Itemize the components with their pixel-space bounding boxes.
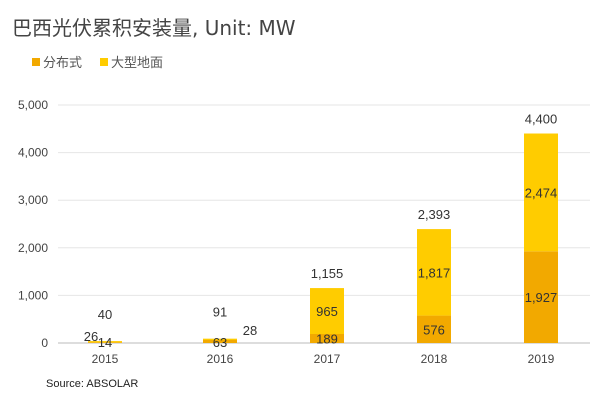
bar-distributed	[88, 342, 122, 343]
legend-label: 大型地面	[111, 56, 164, 71]
data-label: 26	[84, 329, 98, 344]
data-label: 2,474	[525, 185, 558, 200]
chart-title: 巴西光伏累积安装量, Unit: MW	[12, 16, 296, 40]
legend-item-distributed: 分布式	[32, 52, 82, 71]
data-label: 14	[98, 335, 112, 350]
x-tick-label: 2016	[207, 352, 234, 366]
total-label: 4,400	[525, 112, 558, 127]
legend: 分布式 大型地面	[32, 52, 163, 71]
data-label: 1,817	[418, 265, 451, 280]
x-tick-label: 2018	[421, 352, 448, 366]
y-tick-label: 0	[41, 336, 48, 350]
bar-utility	[310, 288, 344, 335]
bar-distributed	[310, 334, 344, 343]
y-tick-label: 4,000	[18, 146, 48, 160]
bar-distributed	[524, 251, 558, 343]
bar-utility	[203, 338, 237, 341]
total-label: 40	[98, 307, 112, 322]
y-tick-label: 3,000	[18, 193, 48, 207]
legend-label: 分布式	[43, 56, 83, 71]
y-tick-label: 2,000	[18, 241, 48, 255]
total-label: 91	[213, 305, 227, 320]
data-label: 965	[316, 304, 338, 319]
data-label: 1,927	[525, 290, 558, 305]
source-note: Source: ABSOLAR	[46, 378, 139, 390]
legend-item-utility: 大型地面	[100, 52, 163, 71]
data-label: 63	[213, 335, 227, 350]
legend-swatch	[32, 57, 40, 66]
data-label: 189	[316, 332, 338, 347]
bar-distributed	[203, 340, 237, 343]
x-tick-label: 2015	[92, 352, 119, 366]
total-label: 1,155	[311, 266, 344, 281]
data-label: 576	[423, 322, 445, 337]
x-tick-label: 2019	[528, 352, 555, 366]
data-label: 28	[243, 323, 257, 338]
x-tick-label: 2017	[314, 352, 341, 366]
y-tick-label: 5,000	[18, 98, 48, 112]
y-tick-label: 1,000	[18, 288, 48, 302]
total-label: 2,393	[418, 207, 451, 222]
bar-distributed	[417, 315, 451, 343]
bar-utility	[417, 229, 451, 316]
bar-utility	[88, 341, 122, 343]
bar-utility	[524, 133, 558, 252]
legend-swatch	[100, 57, 109, 66]
